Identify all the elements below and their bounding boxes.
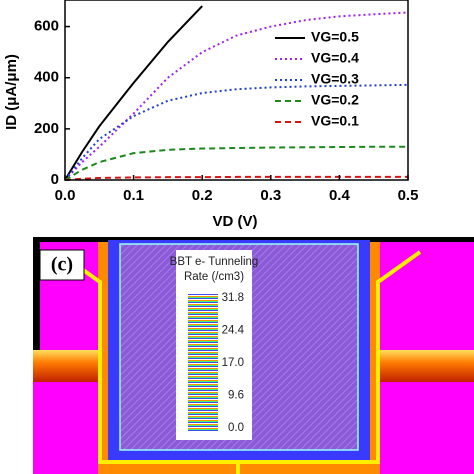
region bbox=[365, 350, 474, 382]
colorbar-labels: 31.8 24.4 17.0 9.6 0.0 bbox=[222, 292, 245, 434]
region bbox=[33, 382, 103, 474]
colorbar-label: 17.0 bbox=[222, 357, 244, 369]
legend-label: VG=0.5 bbox=[311, 29, 359, 45]
y-tick-label: 600 bbox=[34, 18, 59, 35]
series-line bbox=[65, 5, 203, 181]
arrows bbox=[56, 250, 422, 474]
series-line bbox=[65, 175, 408, 181]
colorbar-label: 24.4 bbox=[222, 325, 245, 337]
plot-frame bbox=[64, 0, 409, 181]
x-tick-label: 0.4 bbox=[329, 187, 351, 204]
x-tick-label: 0.3 bbox=[260, 187, 281, 204]
legend-label: VG=0.3 bbox=[311, 71, 359, 87]
colorbar-label: 31.8 bbox=[222, 292, 244, 304]
region bbox=[376, 242, 474, 354]
panel-label: (c) bbox=[51, 254, 73, 276]
y-tick-label: 400 bbox=[34, 69, 59, 86]
y-tick-label: 0 bbox=[51, 171, 59, 188]
x-axis-label: VD (V) bbox=[213, 213, 258, 230]
legend-label: VG=0.1 bbox=[311, 113, 359, 129]
colorbar-title: Rate (/cm3) bbox=[184, 271, 244, 283]
x-tick-label: 0.2 bbox=[192, 187, 213, 204]
region bbox=[376, 382, 474, 474]
x-tick-label: 0.5 bbox=[398, 187, 419, 204]
legend-label: VG=0.4 bbox=[311, 50, 359, 66]
x-tick-label: 0.1 bbox=[123, 187, 144, 204]
series-line bbox=[65, 145, 408, 181]
colorbar-label: 9.6 bbox=[228, 390, 244, 402]
series-line bbox=[65, 11, 408, 181]
colorbar bbox=[188, 294, 218, 432]
chart: VD (V) ID (μA/μm) 0.0 0.1 0.2 0.3 0.4 0.5 0 200… bbox=[3, 0, 418, 230]
panel-label-box bbox=[39, 249, 85, 281]
y-tick-label: 200 bbox=[34, 120, 59, 137]
colorbar-title: BBT e- Tunneling bbox=[170, 256, 259, 268]
legend-label: VG=0.2 bbox=[311, 92, 359, 108]
plot-area bbox=[65, 5, 408, 181]
x-tick-label: 0.0 bbox=[55, 187, 76, 204]
series-line bbox=[65, 83, 408, 181]
simulation-image: (c) BBT e- Tunneling Rate (/cm3) 31.8 24.… bbox=[33, 237, 474, 474]
y-axis-label: ID (μA/μm) bbox=[3, 54, 20, 130]
colorbar-label: 0.0 bbox=[228, 422, 244, 434]
